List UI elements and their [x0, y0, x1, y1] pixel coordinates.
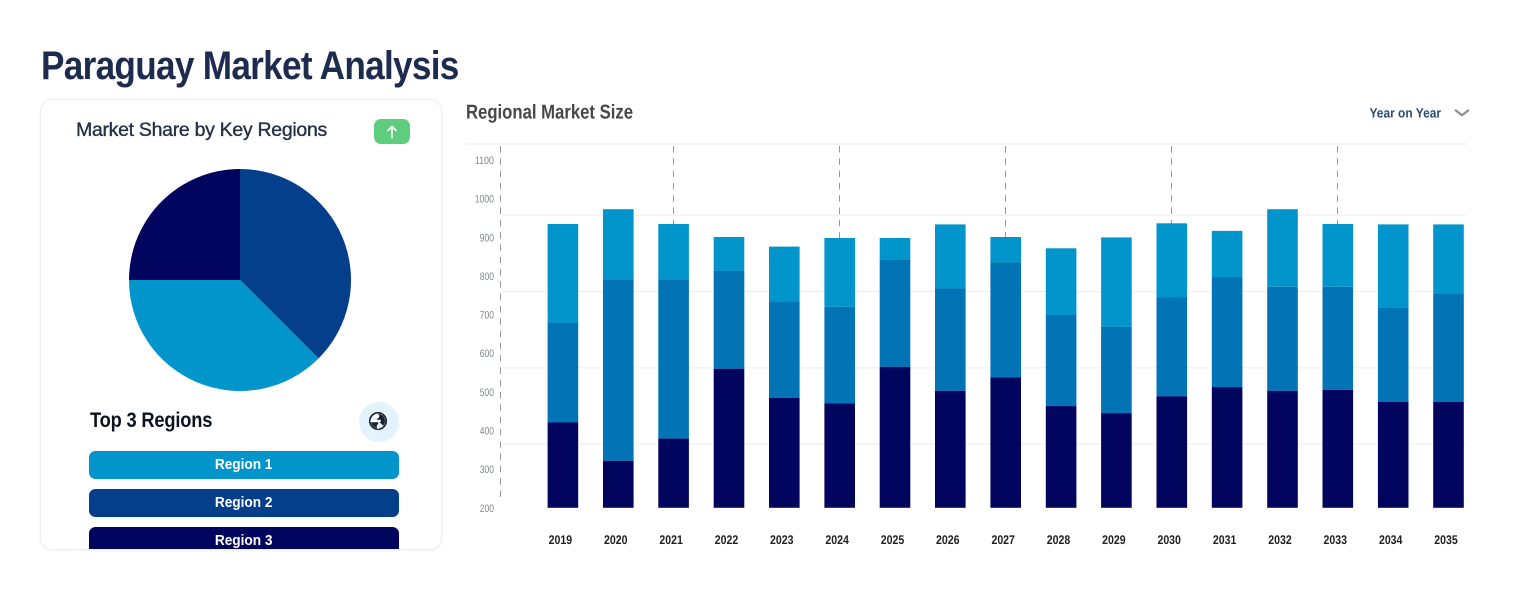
- svg-text:900: 900: [480, 232, 494, 244]
- svg-text:2026: 2026: [936, 533, 960, 547]
- svg-text:2027: 2027: [991, 533, 1015, 547]
- svg-text:2020: 2020: [604, 533, 628, 547]
- svg-text:2035: 2035: [1434, 533, 1458, 547]
- svg-text:800: 800: [480, 271, 494, 283]
- svg-text:2021: 2021: [659, 533, 683, 547]
- svg-text:2030: 2030: [1157, 533, 1181, 547]
- svg-text:300: 300: [480, 464, 494, 476]
- svg-text:2024: 2024: [825, 533, 849, 547]
- svg-text:2023: 2023: [770, 533, 794, 547]
- svg-text:2031: 2031: [1213, 533, 1237, 547]
- svg-text:2034: 2034: [1379, 533, 1403, 547]
- svg-text:2022: 2022: [715, 533, 739, 547]
- svg-text:700: 700: [480, 310, 494, 322]
- svg-text:2028: 2028: [1047, 533, 1071, 547]
- svg-text:2029: 2029: [1102, 533, 1126, 547]
- svg-text:400: 400: [480, 426, 494, 438]
- svg-text:1100: 1100: [475, 155, 494, 167]
- svg-text:Regional Market Size: Regional Market Size: [466, 101, 633, 123]
- svg-text:600: 600: [480, 348, 494, 360]
- svg-text:1000: 1000: [475, 194, 494, 206]
- svg-text:2032: 2032: [1268, 533, 1292, 547]
- svg-text:200: 200: [480, 503, 494, 515]
- svg-text:2019: 2019: [549, 533, 573, 547]
- svg-text:Year on Year: Year on Year: [1370, 105, 1442, 120]
- svg-text:500: 500: [480, 387, 494, 399]
- svg-text:2025: 2025: [881, 533, 905, 547]
- svg-text:2033: 2033: [1324, 533, 1348, 547]
